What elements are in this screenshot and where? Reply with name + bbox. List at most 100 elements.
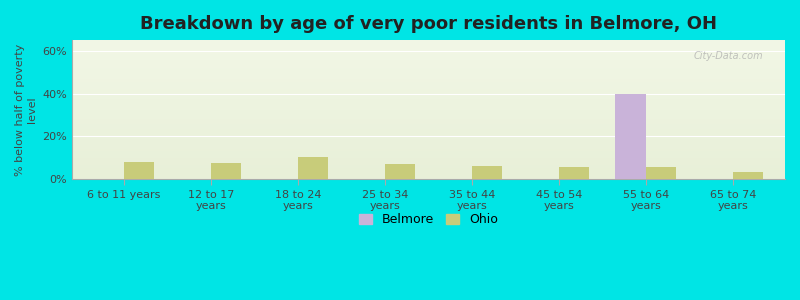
Bar [72, 139, 785, 140]
Bar [72, 107, 785, 108]
Bar [72, 136, 785, 137]
Bar [72, 150, 785, 152]
Bar [72, 129, 785, 130]
Bar [72, 89, 785, 90]
Bar [72, 168, 785, 170]
Bar [72, 50, 785, 51]
Bar [72, 119, 785, 121]
Bar [72, 130, 785, 132]
Bar [72, 67, 785, 68]
Bar [72, 82, 785, 83]
Bar [72, 68, 785, 69]
Bar [72, 71, 785, 72]
Bar [72, 176, 785, 178]
Bar [72, 142, 785, 143]
Bar [72, 164, 785, 165]
Bar [72, 58, 785, 60]
Bar [298, 157, 328, 179]
Bar [72, 145, 785, 146]
Bar [72, 51, 785, 52]
Bar [72, 147, 785, 148]
Bar [72, 158, 785, 160]
Bar [72, 85, 785, 86]
Bar [72, 156, 785, 157]
Bar [72, 60, 785, 61]
Bar [72, 103, 785, 104]
Bar [72, 56, 785, 57]
Bar [72, 161, 785, 163]
Bar [72, 128, 785, 129]
Bar [211, 163, 242, 179]
Bar [72, 117, 785, 118]
Bar [72, 90, 785, 92]
Bar [72, 54, 785, 56]
Bar [72, 49, 785, 50]
Bar [72, 92, 785, 93]
Bar [72, 62, 785, 64]
Bar [72, 96, 785, 97]
Bar [72, 76, 785, 78]
Bar [72, 43, 785, 44]
Bar [72, 79, 785, 80]
Bar [72, 61, 785, 62]
Bar [72, 143, 785, 145]
Bar [72, 47, 785, 49]
Bar [72, 137, 785, 139]
Bar [646, 167, 676, 179]
Bar [72, 146, 785, 147]
Bar [72, 75, 785, 76]
Bar [72, 98, 785, 100]
Bar [559, 167, 590, 179]
Bar [72, 167, 785, 168]
Bar [72, 57, 785, 58]
Bar [72, 101, 785, 103]
Bar [72, 160, 785, 161]
Bar [733, 172, 763, 179]
Bar [72, 106, 785, 107]
Bar [72, 110, 785, 111]
Bar [72, 87, 785, 89]
Bar [72, 112, 785, 114]
Bar [72, 65, 785, 67]
Bar [72, 122, 785, 124]
Bar [72, 154, 785, 156]
Bar [72, 135, 785, 136]
Bar [72, 44, 785, 46]
Bar [385, 164, 415, 179]
Bar [72, 93, 785, 94]
Bar [72, 163, 785, 164]
Bar [72, 46, 785, 47]
Bar [72, 83, 785, 85]
Bar [72, 140, 785, 142]
Bar [124, 162, 154, 179]
Bar [72, 118, 785, 119]
Bar [72, 178, 785, 179]
Bar [72, 125, 785, 126]
Bar [72, 41, 785, 43]
Bar [72, 133, 785, 135]
Y-axis label: % below half of poverty
level: % below half of poverty level [15, 44, 37, 176]
Bar [472, 167, 502, 179]
Bar [72, 132, 785, 133]
Bar [72, 121, 785, 122]
Bar [72, 175, 785, 176]
Bar [72, 126, 785, 128]
Bar [72, 152, 785, 153]
Bar [72, 165, 785, 167]
Bar [72, 172, 785, 174]
Bar [72, 174, 785, 175]
Bar [72, 148, 785, 150]
Bar [72, 86, 785, 87]
Bar [72, 100, 785, 101]
Bar [72, 153, 785, 154]
Bar [72, 157, 785, 158]
Bar [72, 72, 785, 74]
Bar [72, 80, 785, 82]
Legend: Belmore, Ohio: Belmore, Ohio [354, 208, 502, 231]
Bar [72, 114, 785, 115]
Bar [72, 124, 785, 125]
Bar [72, 74, 785, 75]
Title: Breakdown by age of very poor residents in Belmore, OH: Breakdown by age of very poor residents … [140, 15, 717, 33]
Bar [72, 69, 785, 71]
Bar [615, 94, 646, 179]
